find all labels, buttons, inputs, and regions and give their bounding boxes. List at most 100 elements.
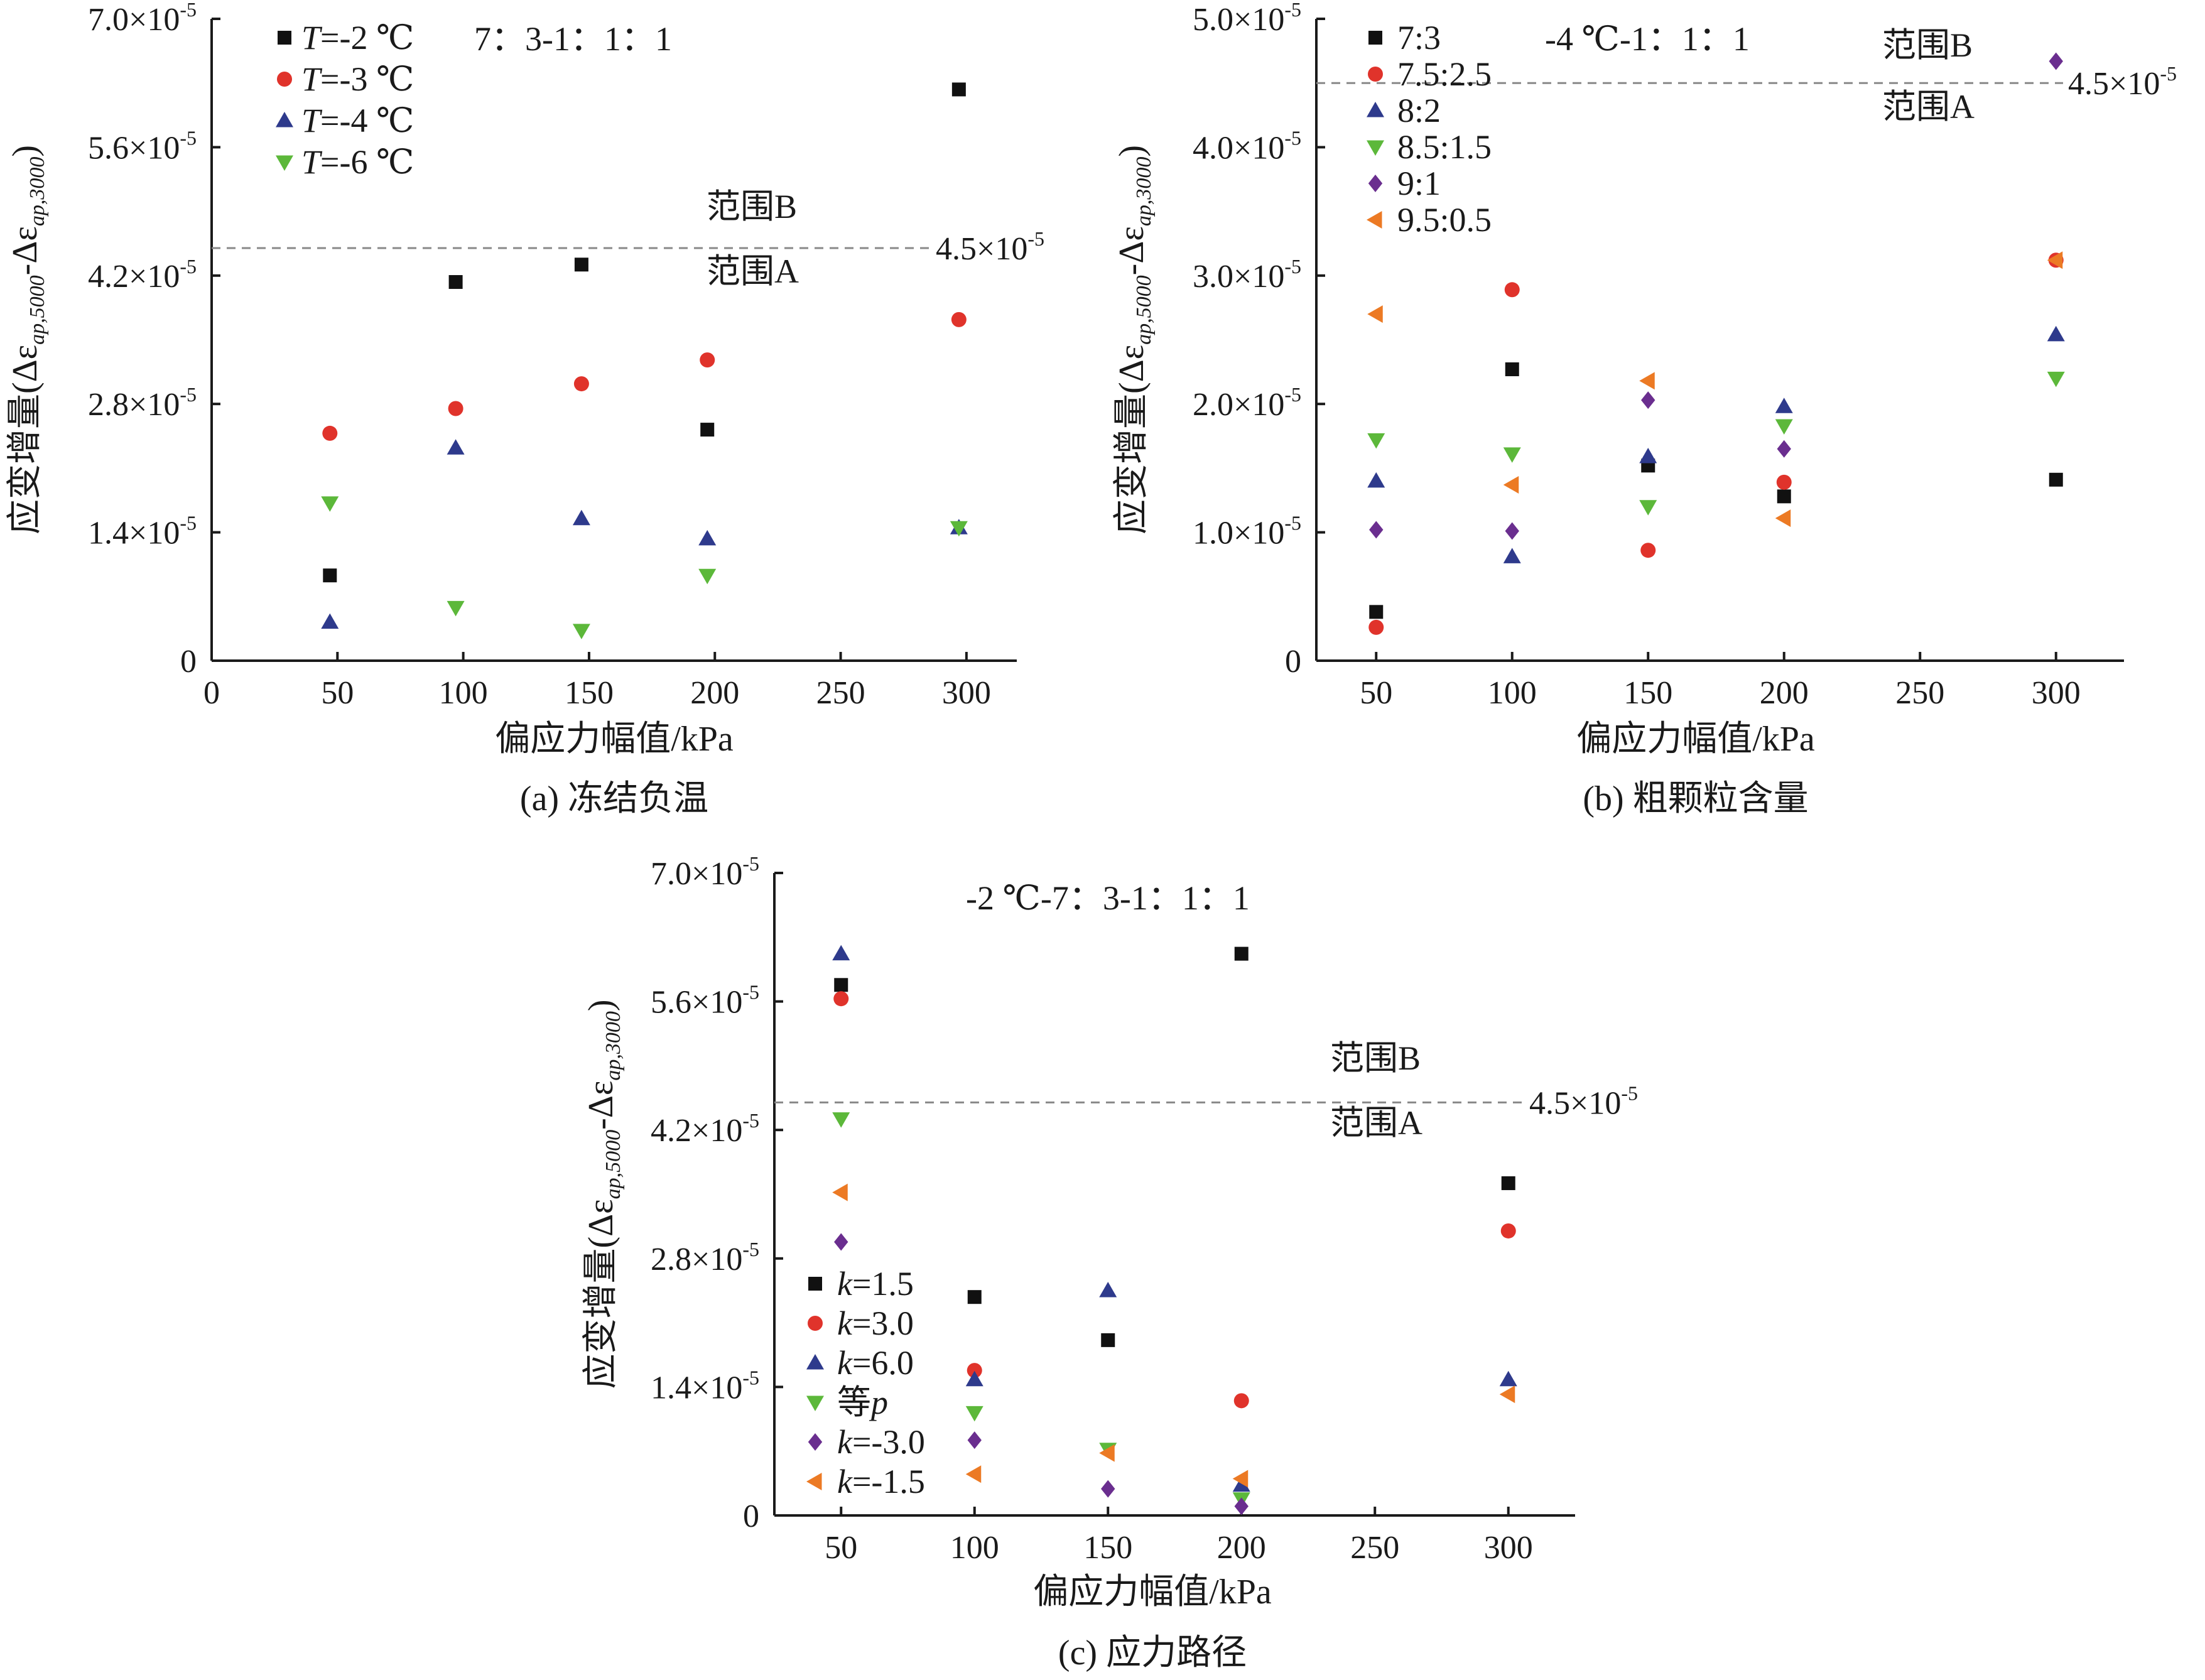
y-axis-title-sub: ap,3000 xyxy=(602,1011,625,1081)
legend-label-part: 8:2 xyxy=(1397,92,1441,129)
y-tick-exponent: -5 xyxy=(180,255,197,278)
data-point xyxy=(1641,391,1655,409)
y-tick-label: 4.2×10-5 xyxy=(88,255,197,295)
data-point xyxy=(448,401,463,416)
series-4 xyxy=(1369,52,2063,540)
data-point xyxy=(833,991,849,1007)
range-b-label: 范围B xyxy=(1882,26,1973,64)
data-point xyxy=(1503,475,1519,494)
y-tick-label: 2.8×10-5 xyxy=(88,383,197,423)
x-axis-title: 偏应力幅值/kPa xyxy=(1033,1573,1272,1612)
y-tick-label: 1.4×10-5 xyxy=(651,1366,759,1406)
x-tick-label: 50 xyxy=(825,1530,857,1566)
data-point xyxy=(698,529,717,546)
series-1 xyxy=(833,991,1516,1409)
range-b-label: 范围B xyxy=(707,188,797,225)
legend: 7:37.5:2.58:28.5:1.59:19.5:0.5 xyxy=(1367,19,1492,239)
y-axis-title-main: 应变增量 xyxy=(6,394,45,534)
data-point xyxy=(950,521,968,537)
data-point xyxy=(1099,1281,1117,1298)
y-tick-mantissa: 2.0×10 xyxy=(1193,387,1284,423)
data-point xyxy=(2049,52,2063,70)
x-axis-title: 偏应力幅值/kPa xyxy=(1576,720,1815,759)
y-axis-title-sub: ap,5000 xyxy=(602,1130,625,1200)
data-point xyxy=(951,312,967,327)
y-tick-exponent: -5 xyxy=(742,1366,759,1389)
data-point xyxy=(951,82,966,97)
legend-label-part: T xyxy=(301,143,323,181)
series-2 xyxy=(321,439,968,629)
y-tick-label: 1.0×10-5 xyxy=(1193,512,1301,551)
y-tick-mantissa: 7.0×10 xyxy=(88,2,180,38)
data-point xyxy=(447,600,465,617)
legend-label: k=3.0 xyxy=(837,1304,914,1342)
legend-label-part: =-3 ℃ xyxy=(320,60,414,98)
data-point xyxy=(572,624,590,639)
legend-marker xyxy=(276,155,293,171)
y-tick-exponent: -5 xyxy=(1284,383,1301,406)
legend-marker xyxy=(1367,140,1384,156)
data-point xyxy=(1639,500,1657,516)
y-axis-title-sub: ap,3000 xyxy=(26,157,49,227)
series-1 xyxy=(322,312,967,441)
data-point xyxy=(834,978,848,992)
data-point xyxy=(1232,1476,1250,1492)
y-tick-exponent: -5 xyxy=(742,1109,759,1132)
y-tick-mantissa: 4.2×10 xyxy=(651,1113,742,1149)
y-tick-mantissa: 5.6×10 xyxy=(88,130,180,166)
data-point xyxy=(1501,1176,1515,1190)
y-tick-mantissa: 2.8×10 xyxy=(88,387,180,423)
x-tick-label: 50 xyxy=(1360,675,1392,711)
x-axis-title: 偏应力幅值/kPa xyxy=(495,720,734,759)
x-tick-label: 50 xyxy=(321,675,354,711)
legend-label-part: T xyxy=(301,60,323,98)
legend-label-part: T xyxy=(301,102,323,139)
range-a-label: 范围A xyxy=(707,252,799,290)
y-tick-label: 2.8×10-5 xyxy=(651,1238,759,1277)
legend-label-part: k xyxy=(837,1423,853,1461)
legend-label-part: 9:1 xyxy=(1397,165,1441,202)
y-tick-label: 4.0×10-5 xyxy=(1193,126,1301,166)
y-tick-label: 2.0×10-5 xyxy=(1193,383,1301,423)
data-point xyxy=(1099,1444,1115,1462)
y-axis-title-part: -Δε xyxy=(582,1081,620,1130)
x-tick-label: 100 xyxy=(1488,675,1537,711)
range-a-label: 范围A xyxy=(1330,1104,1422,1142)
y-axis-title-part: (Δε xyxy=(582,1199,620,1248)
series-0 xyxy=(323,82,966,583)
y-axis-title-part: ) xyxy=(582,999,620,1011)
data-point xyxy=(573,376,589,392)
y-tick-label: 0 xyxy=(1285,644,1301,680)
legend-label-part: 8.5:1.5 xyxy=(1397,128,1492,166)
data-point xyxy=(322,425,338,441)
panel-annotation: -4 ℃-1：1：1 xyxy=(1545,20,1750,58)
data-point xyxy=(965,1370,983,1387)
data-point xyxy=(1775,398,1793,413)
legend-label-part: p xyxy=(869,1384,888,1421)
range-a-label: 范围A xyxy=(1882,88,1975,126)
y-axis-title-sub: ap,5000 xyxy=(1132,275,1156,345)
series-1 xyxy=(1368,252,2064,635)
data-point xyxy=(321,613,339,629)
data-point xyxy=(832,945,850,961)
series-0 xyxy=(834,946,1515,1347)
data-point xyxy=(832,1183,848,1201)
y-tick-label: 4.2×10-5 xyxy=(651,1109,759,1149)
panel-annotation: -2 ℃-7：3-1：1：1 xyxy=(966,879,1250,917)
series-2 xyxy=(1367,325,2065,563)
series-0 xyxy=(1369,362,2063,619)
legend-marker xyxy=(806,1395,824,1411)
data-point xyxy=(700,352,715,368)
series-4 xyxy=(834,1233,1249,1515)
data-point xyxy=(1367,305,1383,323)
x-tick-label: 250 xyxy=(1895,675,1944,711)
y-tick-exponent: -5 xyxy=(742,981,759,1004)
data-point xyxy=(1777,440,1791,458)
y-tick-mantissa: 4.0×10 xyxy=(1193,130,1284,166)
y-axis-title-part: (Δε xyxy=(1112,345,1151,394)
legend-label: 7:3 xyxy=(1397,19,1441,57)
threshold-exponent: -5 xyxy=(1621,1081,1638,1104)
data-point xyxy=(1775,419,1793,435)
